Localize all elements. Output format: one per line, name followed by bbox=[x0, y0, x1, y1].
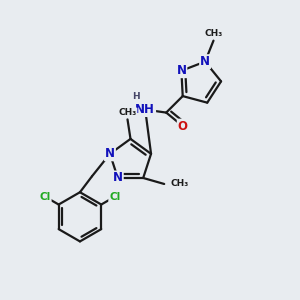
Text: H: H bbox=[132, 92, 140, 101]
Text: N: N bbox=[176, 64, 186, 77]
Text: CH₃: CH₃ bbox=[118, 108, 136, 117]
Text: N: N bbox=[113, 172, 123, 184]
Text: NH: NH bbox=[135, 103, 155, 116]
Text: O: O bbox=[178, 120, 188, 133]
Text: CH₃: CH₃ bbox=[171, 179, 189, 188]
Text: N: N bbox=[200, 55, 210, 68]
Text: Cl: Cl bbox=[40, 192, 51, 202]
Text: Cl: Cl bbox=[109, 192, 120, 202]
Text: N: N bbox=[105, 147, 115, 160]
Text: CH₃: CH₃ bbox=[204, 28, 223, 38]
